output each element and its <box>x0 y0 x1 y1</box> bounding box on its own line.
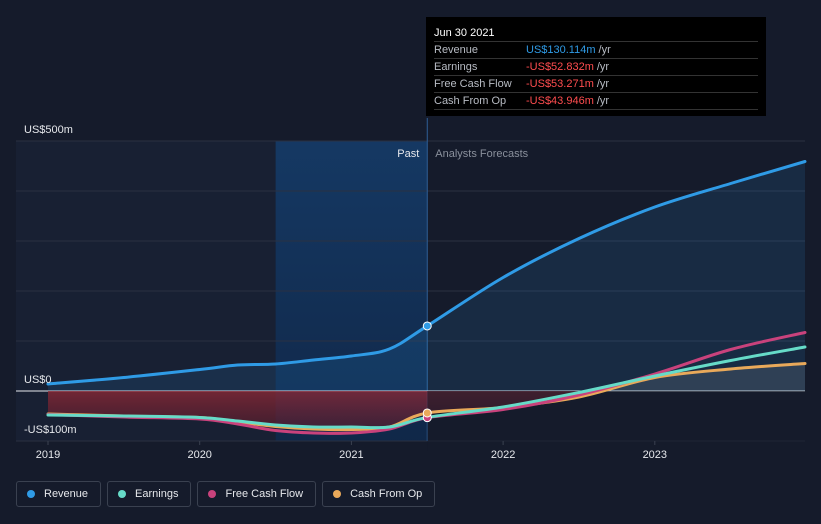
tooltip-value: -US$43.946m <box>526 95 594 107</box>
y-axis-top-label: US$500m <box>24 124 73 136</box>
tooltip-row-free-cash-flow: Free Cash Flow -US$53.271m /yr <box>434 76 758 93</box>
tooltip-row-cash-from-op: Cash From Op -US$43.946m /yr <box>434 93 758 110</box>
tooltip-label: Cash From Op <box>434 95 507 107</box>
past-region-label: Past <box>397 148 419 160</box>
legend-item-revenue[interactable]: Revenue <box>16 481 102 507</box>
series-line-earnings <box>46 345 807 430</box>
tooltip: Jun 30 2021 Revenue US$130.114m /yr Earn… <box>426 17 766 116</box>
tooltip-row-earnings: Earnings -US$52.832m /yr <box>434 59 758 76</box>
series-line-revenue <box>46 160 807 386</box>
tooltip-label: Revenue <box>434 44 479 56</box>
tooltip-row-revenue: Revenue US$130.114m /yr <box>434 42 758 59</box>
series-marker-cash-from-op <box>422 408 432 418</box>
tooltip-label: Free Cash Flow <box>434 78 512 90</box>
legend-dot-icon <box>27 490 35 498</box>
legend-item-earnings[interactable]: Earnings <box>107 481 192 507</box>
series-marker-revenue <box>422 321 432 331</box>
legend-label: Earnings <box>135 488 179 500</box>
tooltip-unit: /yr <box>596 95 610 107</box>
tooltip-value: -US$53.271m <box>526 78 594 90</box>
legend: Revenue Earnings Free Cash Flow Cash Fro… <box>16 481 436 507</box>
x-tick-label: 2023 <box>643 449 667 461</box>
legend-item-cash-from-op[interactable]: Cash From Op <box>322 481 436 507</box>
legend-item-free-cash-flow[interactable]: Free Cash Flow <box>197 481 317 507</box>
forecast-negative-dim <box>427 391 805 451</box>
revenue-area <box>48 161 805 391</box>
tooltip-label: Earnings <box>434 61 478 73</box>
x-tick-label: 2019 <box>36 449 60 461</box>
legend-dot-icon <box>208 490 217 498</box>
x-tick-label: 2020 <box>187 449 211 461</box>
tooltip-unit: /yr <box>596 61 610 73</box>
y-axis-bottom-label: -US$100m <box>24 424 77 436</box>
legend-label: Cash From Op <box>350 488 423 500</box>
forecast-region-label: Analysts Forecasts <box>435 148 528 160</box>
tooltip-value: -US$52.832m <box>526 61 594 73</box>
chart: US$500m US$0 -US$100m Past Analysts Fore… <box>16 118 807 461</box>
tooltip-date: Jun 30 2021 <box>434 25 758 42</box>
tooltip-unit: /yr <box>598 44 611 56</box>
y-axis-zero-label: US$0 <box>24 374 52 386</box>
tooltip-value: US$130.114m <box>526 44 596 56</box>
legend-label: Free Cash Flow <box>225 488 304 500</box>
x-tick-label: 2021 <box>339 449 363 461</box>
legend-dot-icon <box>333 490 342 498</box>
tooltip-unit: /yr <box>596 78 610 90</box>
legend-dot-icon <box>118 490 127 498</box>
x-tick-label: 2022 <box>491 449 515 461</box>
legend-label: Revenue <box>44 488 89 500</box>
cash-from-op-positive-area <box>48 363 805 391</box>
